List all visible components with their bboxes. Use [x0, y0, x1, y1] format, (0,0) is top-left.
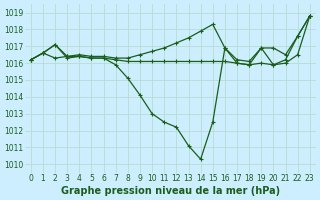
X-axis label: Graphe pression niveau de la mer (hPa): Graphe pression niveau de la mer (hPa)	[61, 186, 280, 196]
